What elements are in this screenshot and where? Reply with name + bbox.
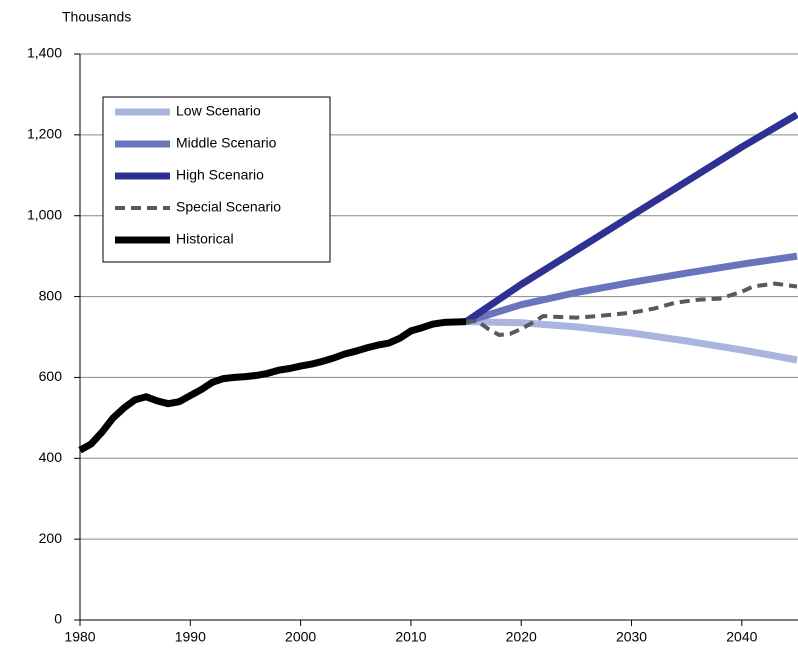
y-tick-label: 800 <box>39 287 63 303</box>
x-tick-label: 2040 <box>726 629 757 645</box>
legend-label: Low Scenario <box>176 103 261 119</box>
series-line <box>466 318 798 364</box>
y-tick-label: 1,400 <box>27 45 62 61</box>
y-tick-label: 0 <box>54 611 62 627</box>
y-tick-label: 1,200 <box>27 126 62 142</box>
series-line <box>465 281 798 337</box>
x-tick-label: 2020 <box>506 629 537 645</box>
x-tick-label: 2000 <box>285 629 316 645</box>
legend-label: Special Scenario <box>176 199 281 215</box>
x-tick-label: 1980 <box>64 629 95 645</box>
x-tick-label: 2030 <box>616 629 647 645</box>
series-line <box>465 252 798 325</box>
legend-label: High Scenario <box>176 167 264 183</box>
legend-label: Middle Scenario <box>176 135 277 151</box>
x-tick-label: 2010 <box>395 629 426 645</box>
y-axis-label: Thousands <box>62 9 131 25</box>
x-tick-label: 1990 <box>175 629 206 645</box>
series-line <box>464 111 798 325</box>
y-tick-label: 400 <box>39 449 63 465</box>
legend: Low Scenario Middle Scenario High Scenario… <box>102 96 331 263</box>
y-tick-label: 1,000 <box>27 206 62 222</box>
series-line <box>78 318 467 454</box>
y-tick-label: 600 <box>39 368 63 384</box>
legend-label: Historical <box>176 231 234 247</box>
y-tick-label: 200 <box>39 530 63 546</box>
